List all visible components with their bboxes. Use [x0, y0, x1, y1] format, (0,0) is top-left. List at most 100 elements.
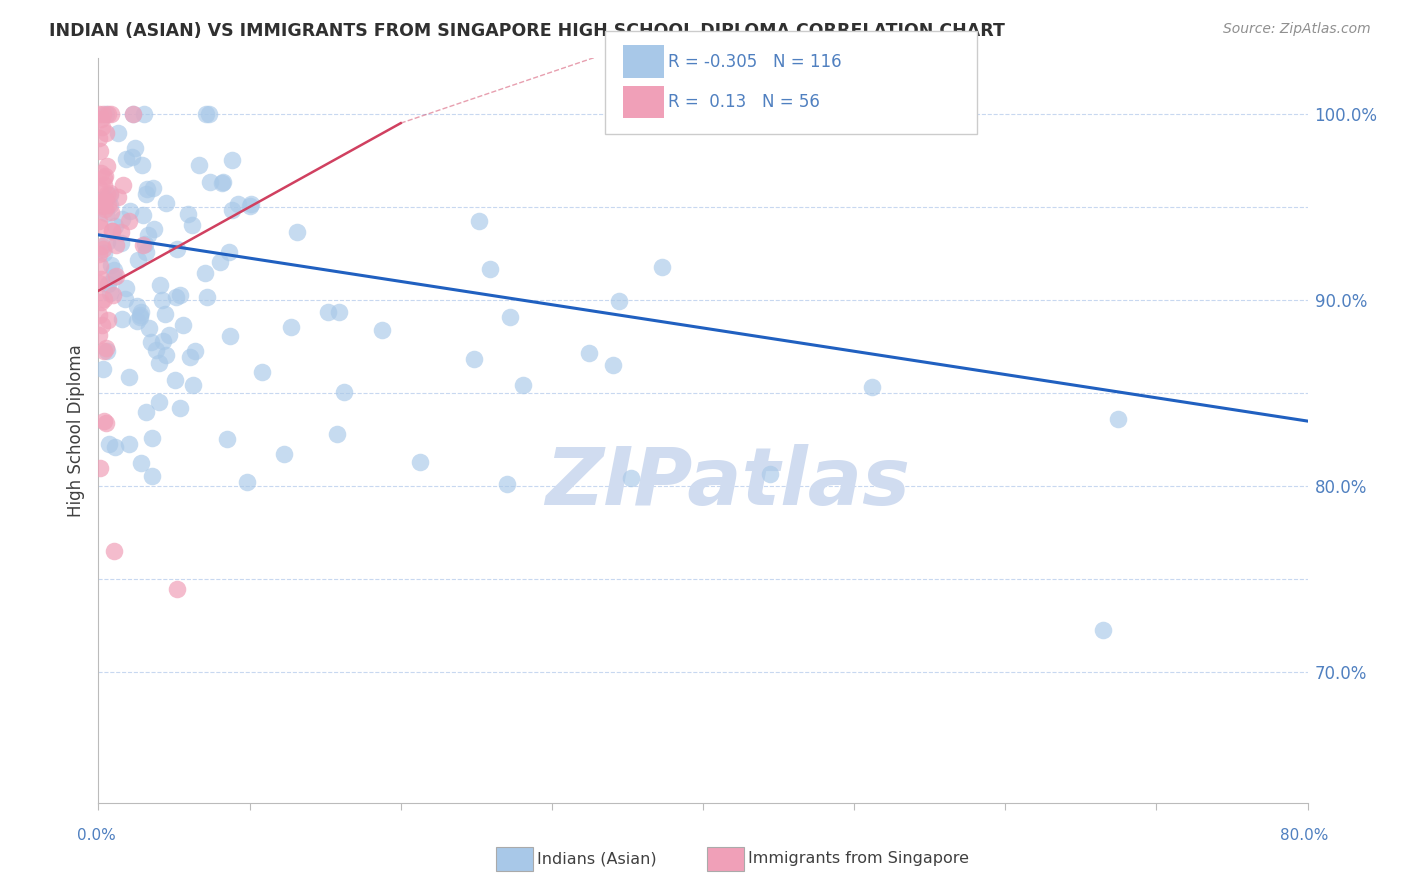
- Point: [100, 224, 122, 238]
- Text: INDIAN (ASIAN) VS IMMIGRANTS FROM SINGAPORE HIGH SCHOOL DIPLOMA CORRELATION CHAR: INDIAN (ASIAN) VS IMMIGRANTS FROM SINGAP…: [49, 22, 1005, 40]
- Point: [93, 344, 115, 359]
- Point: [1107, 412, 1129, 426]
- Point: [132, 208, 155, 222]
- Text: Immigrants from Singapore: Immigrants from Singapore: [748, 852, 969, 866]
- Point: [104, 269, 127, 284]
- Point: [100, 204, 122, 219]
- Point: [89, 247, 111, 261]
- Point: [194, 107, 217, 121]
- Point: [93, 292, 115, 306]
- Point: [142, 221, 165, 235]
- Point: [138, 321, 160, 335]
- Point: [93, 202, 115, 216]
- Point: [124, 140, 146, 154]
- Point: [96, 206, 118, 220]
- Point: [89, 144, 111, 158]
- Point: [141, 468, 163, 483]
- Point: [129, 310, 152, 324]
- Point: [110, 225, 132, 239]
- Point: [98, 286, 121, 301]
- Point: [578, 346, 600, 360]
- Point: [134, 237, 156, 252]
- Point: [236, 475, 259, 490]
- Point: [129, 456, 152, 470]
- Point: [105, 237, 128, 252]
- Point: [165, 290, 187, 304]
- Point: [96, 235, 118, 249]
- Point: [240, 197, 263, 211]
- Point: [98, 436, 121, 450]
- Point: [103, 269, 125, 284]
- Point: [468, 214, 491, 228]
- Point: [211, 176, 233, 190]
- Point: [129, 305, 152, 319]
- Point: [97, 277, 120, 292]
- Point: [221, 202, 243, 217]
- Text: ZIPatlas: ZIPatlas: [544, 443, 910, 522]
- Point: [177, 207, 200, 221]
- Point: [860, 380, 883, 394]
- Point: [101, 288, 124, 302]
- Point: [316, 305, 339, 319]
- Point: [219, 329, 242, 343]
- Point: [499, 310, 522, 324]
- Point: [89, 220, 111, 235]
- Point: [98, 186, 121, 200]
- Point: [96, 107, 118, 121]
- Point: [131, 158, 153, 172]
- Point: [157, 328, 180, 343]
- Point: [512, 377, 534, 392]
- Point: [463, 352, 485, 367]
- Point: [91, 120, 114, 135]
- Point: [149, 277, 172, 292]
- Point: [328, 305, 350, 319]
- Point: [94, 169, 117, 184]
- Point: [94, 341, 117, 355]
- Point: [103, 544, 125, 558]
- Point: [91, 242, 114, 256]
- Point: [89, 107, 111, 121]
- Point: [93, 194, 115, 208]
- Point: [114, 293, 136, 307]
- Point: [121, 107, 143, 121]
- Point: [100, 188, 122, 202]
- Point: [221, 153, 243, 167]
- Point: [93, 246, 115, 260]
- Point: [148, 395, 170, 409]
- Point: [100, 107, 122, 121]
- Point: [280, 319, 302, 334]
- Point: [181, 219, 204, 233]
- Point: [195, 291, 218, 305]
- Point: [107, 126, 129, 140]
- Point: [619, 471, 641, 485]
- Point: [759, 467, 782, 481]
- Point: [478, 261, 501, 276]
- Point: [169, 401, 191, 416]
- Point: [89, 277, 111, 291]
- Point: [117, 369, 139, 384]
- Point: [226, 197, 249, 211]
- Point: [90, 271, 112, 285]
- Point: [250, 366, 273, 380]
- Point: [128, 309, 150, 323]
- Point: [89, 328, 111, 343]
- Point: [89, 180, 111, 194]
- Point: [211, 175, 233, 189]
- Point: [90, 318, 112, 333]
- Point: [408, 455, 430, 469]
- Point: [132, 107, 155, 121]
- Point: [127, 299, 149, 313]
- Point: [94, 416, 117, 430]
- Point: [152, 334, 174, 348]
- Point: [135, 187, 157, 202]
- Point: [1092, 623, 1115, 637]
- Point: [104, 219, 127, 234]
- Point: [208, 255, 231, 269]
- Point: [148, 356, 170, 370]
- Point: [117, 214, 139, 228]
- Point: [607, 293, 630, 308]
- Point: [89, 309, 111, 323]
- Point: [110, 236, 132, 251]
- Point: [96, 186, 118, 201]
- Y-axis label: High School Diploma: High School Diploma: [66, 344, 84, 516]
